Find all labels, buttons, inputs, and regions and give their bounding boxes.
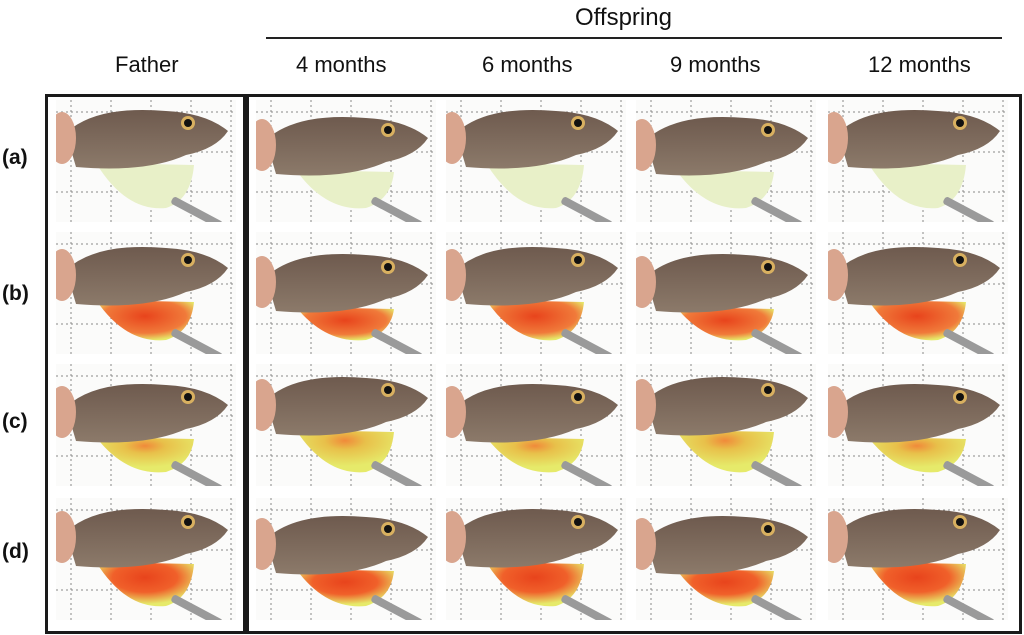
lizard-photo-b-4-months bbox=[256, 232, 436, 354]
column-label-father: Father bbox=[115, 52, 179, 77]
lizard-photo-a-9-months bbox=[636, 100, 816, 222]
lizard-photo-a-4-months bbox=[256, 100, 436, 222]
lizard-photo-d-6-months bbox=[446, 498, 626, 620]
lizard-photo-c-father bbox=[56, 364, 236, 486]
lizard-photo-c-4-months bbox=[256, 364, 436, 486]
column-label-9-months: 9 months bbox=[670, 52, 761, 77]
lizard-photo-c-12-months bbox=[828, 364, 1008, 486]
offspring-header-rule bbox=[266, 37, 1002, 39]
lizard-photo-d-4-months bbox=[256, 498, 436, 620]
lizard-photo-d-12-months bbox=[828, 498, 1008, 620]
lizard-photo-a-6-months bbox=[446, 100, 626, 222]
column-label-12-months: 12 months bbox=[868, 52, 971, 77]
row-label-a: (a) bbox=[2, 146, 28, 169]
lizard-photo-a-father bbox=[56, 100, 236, 222]
lizard-photo-c-6-months bbox=[446, 364, 626, 486]
offspring-title: Offspring bbox=[575, 4, 672, 31]
column-label-4-months: 4 months bbox=[296, 52, 387, 77]
lizard-photo-a-12-months bbox=[828, 100, 1008, 222]
lizard-photo-b-father bbox=[56, 232, 236, 354]
lizard-photo-b-9-months bbox=[636, 232, 816, 354]
lizard-photo-d-9-months bbox=[636, 498, 816, 620]
row-label-d: (d) bbox=[2, 540, 29, 563]
row-label-b: (b) bbox=[2, 282, 29, 305]
lizard-photo-b-12-months bbox=[828, 232, 1008, 354]
column-label-6-months: 6 months bbox=[482, 52, 573, 77]
lizard-photo-b-6-months bbox=[446, 232, 626, 354]
lizard-photo-d-father bbox=[56, 498, 236, 620]
lizard-photo-c-9-months bbox=[636, 364, 816, 486]
row-label-c: (c) bbox=[2, 410, 28, 433]
